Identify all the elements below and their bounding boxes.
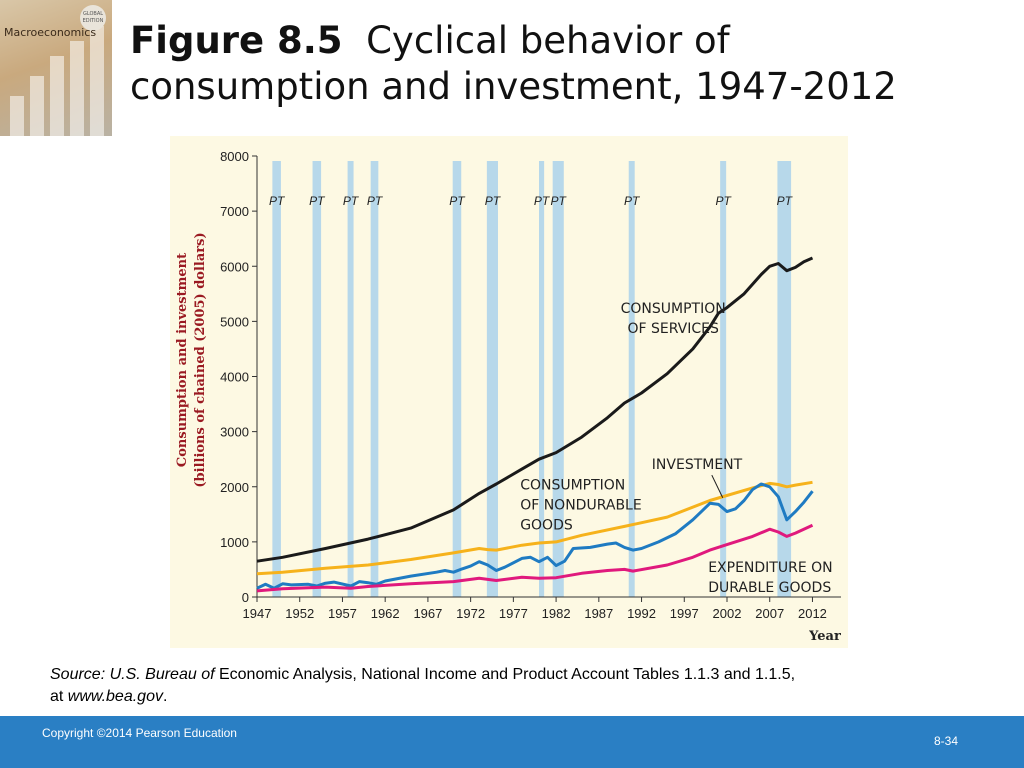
recession-band: [486, 161, 498, 597]
recession-label: PT: [449, 194, 466, 208]
title-line-2: consumption and investment, 1947-2012: [130, 65, 897, 108]
series-annotation: INVESTMENT: [652, 457, 743, 473]
recession-label: PT: [715, 194, 732, 208]
source-at: at: [50, 688, 68, 705]
x-tick-label: 1947: [243, 606, 272, 621]
y-tick-label: 8000: [220, 149, 249, 164]
edition-badge: GLOBAL EDITION: [80, 5, 106, 31]
recession-band: [272, 161, 281, 597]
series-annotation: OF SERVICES: [627, 321, 719, 337]
y-tick-label: 7000: [220, 204, 249, 219]
figure-label: Figure 8.5: [130, 19, 343, 62]
x-tick-label: 1967: [413, 606, 442, 621]
x-tick-label: 2012: [798, 606, 827, 621]
recession-label: PT: [551, 194, 568, 208]
title-line-1: Cyclical behavior of: [366, 19, 730, 62]
footer-bar: Copyright ©2014 Pearson Education 8-34: [0, 716, 1024, 768]
source-suffix: .: [162, 688, 168, 705]
cover-decor-bar: [50, 56, 64, 136]
y-axis-label-line-1: Consumption and investment: [175, 253, 190, 467]
series-annotation: DURABLE GOODS: [708, 580, 831, 596]
x-tick-label: 1972: [456, 606, 485, 621]
x-tick-label: 1962: [371, 606, 400, 621]
recession-band: [628, 161, 635, 597]
y-tick-label: 4000: [220, 370, 249, 385]
x-tick-label: 1997: [670, 606, 699, 621]
series-annotation: OF NONDURABLE: [520, 498, 642, 514]
investment-pointer-line: [711, 474, 724, 498]
recession-band: [539, 161, 545, 597]
x-tick-label: 1952: [285, 606, 314, 621]
book-title: Macroeconomics: [4, 26, 97, 39]
recession-band: [347, 161, 354, 597]
x-tick-label: 2002: [713, 606, 742, 621]
recession-label: PT: [777, 194, 794, 208]
series-line-investment: [256, 482, 814, 590]
recession-band: [452, 161, 462, 597]
x-tick-label: 1982: [542, 606, 571, 621]
series-line-expenditure-on-durable-goods: [256, 523, 814, 593]
series-annotation: GOODS: [520, 518, 573, 534]
copyright-text: Copyright ©2014 Pearson Education: [42, 726, 237, 740]
slide-title: Figure 8.5 Cyclical behavior of consumpt…: [130, 18, 897, 110]
y-tick-label: 1000: [220, 535, 249, 550]
source-url: www.bea.gov: [67, 688, 163, 705]
source-body: Economic Analysis, National Income and P…: [214, 666, 796, 683]
cover-decor-bar: [10, 96, 24, 136]
x-tick-label: 1987: [584, 606, 613, 621]
recession-label: PT: [624, 194, 641, 208]
recession-label: PT: [343, 194, 360, 208]
series-annotation: CONSUMPTION: [520, 478, 625, 494]
recession-band: [552, 161, 564, 597]
source-note: Source: U.S. Bureau of Economic Analysis…: [50, 664, 990, 708]
series-line-consumption-of-nondurable-goods: [256, 480, 813, 576]
y-tick-label: 3000: [220, 425, 249, 440]
recession-label: PT: [485, 194, 502, 208]
x-tick-label: 1977: [499, 606, 528, 621]
series-annotation: EXPENDITURE ON: [708, 560, 832, 576]
recession-band: [370, 161, 379, 597]
chart-panel: PT PT PT PT PT PT PT PT PT PT PT 0 1000 2000 3000 4000…: [170, 136, 848, 648]
source-prefix: Source: U.S. Bureau of: [50, 666, 215, 683]
x-axis-label: Year: [808, 629, 841, 644]
recession-label: PT: [269, 194, 286, 208]
recession-label: PT: [534, 194, 551, 208]
cover-decor-bar: [90, 26, 104, 136]
book-cover-thumbnail: GLOBAL EDITION Macroeconomics: [0, 0, 112, 136]
x-tick-label: 2007: [755, 606, 784, 621]
series-line-consumption-of-services: [256, 256, 814, 563]
y-tick-label: 5000: [220, 314, 249, 329]
recession-label: PT: [367, 194, 384, 208]
cover-decor-bar: [30, 76, 44, 136]
y-tick-label: 6000: [220, 259, 249, 274]
line-chart: PT PT PT PT PT PT PT PT PT PT PT 01000200030004000…: [175, 149, 841, 644]
recession-band: [720, 161, 727, 597]
recession-label: PT: [309, 194, 326, 208]
x-tick-label: 1992: [627, 606, 656, 621]
recession-band: [312, 161, 322, 597]
y-tick-label: 2000: [220, 480, 249, 495]
series-annotation: CONSUMPTION: [621, 301, 726, 317]
x-tick-label: 1957: [328, 606, 357, 621]
y-axis-label-line-2: (billions of chained (2005) dollars): [193, 232, 208, 487]
cover-decor-bar: [70, 41, 84, 136]
page-number: 8-34: [933, 734, 958, 748]
y-tick-label: 0: [242, 590, 249, 605]
